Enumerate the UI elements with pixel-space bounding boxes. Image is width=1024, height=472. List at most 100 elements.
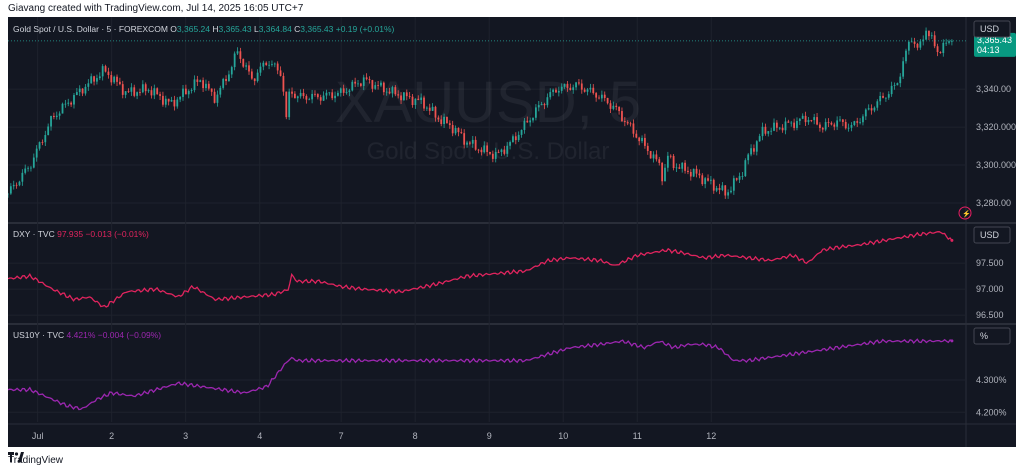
candle-body — [202, 80, 204, 89]
candle-body — [133, 87, 136, 96]
candle-body — [744, 160, 747, 177]
candle-body — [704, 178, 707, 185]
us10y-legend: US10Y · TVC 4.421% −0.004 (−0.09%) — [13, 330, 161, 340]
candle-body — [182, 88, 184, 97]
x-axis-tick-label: 8 — [413, 431, 418, 441]
candle-body — [870, 108, 873, 111]
chart-canvas[interactable]: 3,340.00 3,320.000 3,300.000 3,280.00 XAUUSD… — [8, 17, 1016, 447]
candle-body — [457, 127, 460, 133]
candle-body — [583, 89, 586, 92]
candle-body — [239, 51, 242, 59]
candle-body — [205, 83, 207, 89]
x-axis-tick-label: 9 — [487, 431, 492, 441]
candle-body — [96, 78, 98, 82]
us10y-currency-selector[interactable] — [973, 327, 1011, 345]
candle-body — [529, 120, 532, 123]
candle-body — [454, 127, 457, 134]
candle-body — [850, 125, 853, 128]
candle-body — [271, 64, 273, 66]
candle-body — [491, 153, 494, 159]
candle-body — [121, 84, 124, 95]
candle-body — [758, 136, 761, 142]
candle-body — [87, 83, 90, 87]
candle-body — [30, 167, 32, 169]
candle-body — [819, 124, 821, 128]
dxy-y-tick-label: 97.500 — [976, 258, 1004, 268]
candle-body — [575, 82, 577, 88]
candle-body — [592, 87, 595, 94]
candle-body — [78, 88, 81, 93]
candle-body — [35, 148, 38, 158]
candle-body — [53, 115, 55, 118]
candle-body — [104, 66, 107, 72]
x-axis-tick-label: 7 — [339, 431, 344, 441]
candle-body — [428, 107, 431, 111]
candle-body — [296, 96, 299, 99]
candle-body — [222, 78, 225, 88]
candle-body — [242, 58, 245, 67]
tradingview-logo-icon — [8, 452, 24, 462]
candle-body — [334, 95, 336, 99]
candle-body — [930, 35, 933, 37]
candle-body — [207, 83, 210, 89]
candle-body — [658, 159, 661, 163]
candle-body — [629, 123, 632, 125]
candle-body — [816, 117, 818, 125]
candle-body — [279, 70, 282, 76]
candle-body — [451, 125, 454, 134]
candle-body — [572, 87, 575, 91]
gold-legend-title: Gold Spot / U.S. Dollar · 5 · FOREXCOM — [13, 24, 170, 34]
candle-body — [578, 82, 580, 84]
candle-body — [928, 30, 930, 37]
candle-body — [925, 30, 927, 40]
candle-body — [557, 90, 560, 93]
chart-area[interactable]: 3,340.00 3,320.000 3,300.000 3,280.00 XAUUSD… — [8, 17, 1016, 447]
candle-body — [684, 162, 686, 171]
us10y-legend-value: 4.421% — [67, 330, 98, 340]
dxy-series-line — [8, 231, 953, 308]
candle-body — [727, 192, 730, 196]
candle-body — [710, 179, 712, 181]
candle-body — [259, 66, 262, 73]
candle-body — [864, 109, 867, 117]
us10y-y-tick-label: 4.200% — [976, 407, 1007, 417]
candle-body — [712, 179, 715, 191]
candle-body — [73, 95, 75, 105]
candle-body — [730, 190, 732, 193]
currency-selector-usd-label[interactable]: USD — [980, 24, 1000, 34]
candle-body — [669, 155, 672, 157]
candle-body — [862, 116, 864, 123]
dxy-currency-label[interactable]: USD — [980, 230, 1000, 240]
candle-body — [649, 151, 652, 159]
candle-body — [790, 122, 793, 124]
candle-body — [474, 139, 477, 150]
candle-body — [58, 113, 61, 116]
currency-selector-usd[interactable] — [973, 20, 1011, 38]
lightning-icon[interactable] — [958, 206, 972, 220]
candle-body — [130, 87, 133, 92]
candle-body — [523, 120, 526, 130]
us10y-currency-label[interactable]: % — [980, 331, 988, 341]
candle-body — [787, 121, 790, 123]
candle-body — [753, 148, 755, 152]
candle-body — [672, 155, 675, 169]
candle-body — [480, 149, 483, 153]
candle-body — [339, 88, 342, 93]
candle-body — [827, 122, 830, 123]
candle-body — [678, 167, 681, 169]
candle-body — [448, 123, 451, 126]
candle-body — [841, 119, 844, 122]
candle-body — [285, 91, 288, 118]
candle-body — [890, 85, 893, 95]
candle-body — [612, 105, 615, 109]
candle-body — [368, 79, 371, 81]
candle-body — [807, 119, 810, 123]
candle-body — [18, 181, 21, 186]
candle-body — [701, 175, 704, 185]
candle-body — [948, 41, 950, 43]
candle-body — [563, 83, 566, 87]
candle-body — [500, 149, 503, 153]
us10y-legend-symbol: US10Y · TVC — [13, 330, 67, 340]
dxy-currency-selector[interactable] — [973, 226, 1011, 244]
candle-body — [609, 103, 612, 109]
